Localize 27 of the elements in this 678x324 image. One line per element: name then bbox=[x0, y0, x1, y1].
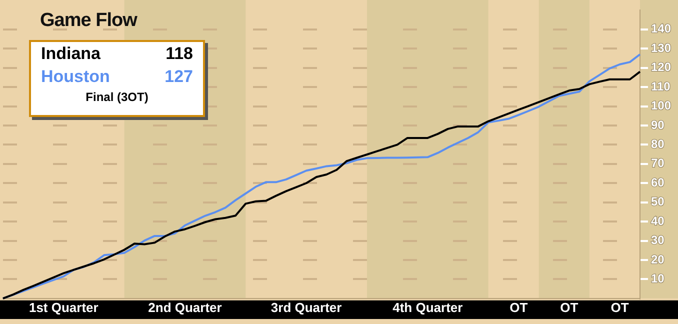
text: Indiana bbox=[41, 43, 101, 65]
y-tick-label: 20 bbox=[650, 252, 665, 266]
x-tick-label: 3rd Quarter bbox=[270, 300, 342, 315]
annotation: Final (3OT) bbox=[84, 90, 150, 104]
x-tick-label: OT bbox=[610, 300, 629, 315]
x-tick-label: 1st Quarter bbox=[28, 300, 98, 315]
y-tick-label: 10 bbox=[650, 272, 665, 286]
y-tick-label: 110 bbox=[650, 79, 671, 94]
y-tick-label: 80 bbox=[650, 137, 665, 152]
y-tick-label: 100 bbox=[650, 98, 672, 113]
annotation: 127 bbox=[164, 66, 193, 88]
y-tick-label: 130 bbox=[650, 40, 672, 55]
y-tick-label: 140 bbox=[650, 22, 672, 36]
y-tick-label: 50 bbox=[650, 194, 665, 209]
x-tick-label: 4th Quarter bbox=[392, 300, 463, 315]
x-tick-label: 2nd Quarter bbox=[148, 300, 222, 315]
y-tick-label: 120 bbox=[650, 60, 672, 74]
y-tick-label: 60 bbox=[650, 175, 665, 190]
y-tick-label: 40 bbox=[650, 214, 665, 228]
text: Houston bbox=[41, 66, 110, 88]
x-tick-label: OT bbox=[510, 300, 528, 315]
y-tick-label: 90 bbox=[650, 118, 665, 132]
chart-title: Game Flow bbox=[40, 10, 137, 32]
x-tick-label: OT bbox=[560, 300, 578, 315]
y-tick-label: 30 bbox=[650, 233, 665, 248]
y-tick-label: 70 bbox=[650, 156, 665, 170]
annotation: 118 bbox=[166, 43, 193, 65]
